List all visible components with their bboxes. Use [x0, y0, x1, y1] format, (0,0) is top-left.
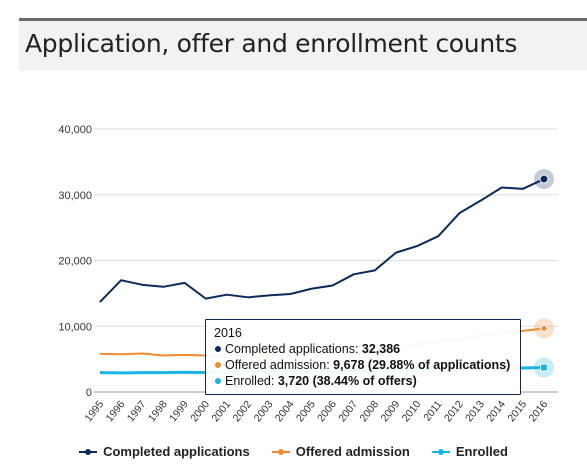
x-tick-label: 2002	[231, 398, 255, 424]
data-point-completed-applications[interactable]	[374, 269, 376, 271]
data-point-offered-admission[interactable]	[522, 330, 524, 332]
legend-enrolled-swatch	[431, 448, 450, 455]
data-point-completed-applications[interactable]	[480, 200, 482, 202]
x-tick-label: 1999	[167, 398, 191, 424]
x-tick-label: 2016	[527, 398, 551, 424]
tooltip-enrolled-value: 3,720 (38.44% of offers)	[277, 374, 417, 388]
x-tick-label: 2013	[463, 398, 487, 424]
data-point-offered-admission[interactable]	[184, 354, 186, 356]
data-point-completed-applications[interactable]	[99, 301, 101, 303]
tooltip-applications-dot	[215, 346, 221, 353]
x-tick-label: 2014	[484, 398, 508, 424]
legend-applications-label: Completed applications	[103, 444, 250, 459]
legend-item-enrolled[interactable]: Enrolled	[431, 444, 508, 459]
data-point-completed-applications[interactable]	[289, 293, 291, 295]
data-point-completed-applications[interactable]	[226, 294, 228, 296]
tooltip-enrolled-dot	[215, 378, 221, 385]
legend-offered-label: Offered admission	[295, 444, 410, 459]
y-tick-label: 0	[86, 387, 92, 399]
tooltip-offered-label: Offered admission:	[225, 358, 334, 372]
series-completed-applications[interactable]	[99, 169, 555, 303]
data-point-completed-applications[interactable]	[522, 188, 524, 190]
x-tick-label: 2000	[188, 398, 212, 424]
chart-tooltip: 2016 Completed applications: 32,386 Offe…	[205, 319, 521, 395]
tooltip-row-enrolled: Enrolled: 3,720 (38.44% of offers)	[214, 373, 512, 389]
data-point-completed-applications[interactable]	[141, 284, 143, 286]
x-tick-label: 2015	[505, 398, 529, 424]
data-point-completed-applications[interactable]	[332, 284, 334, 286]
legend-enrolled-label: Enrolled	[455, 444, 508, 459]
data-point-completed-applications[interactable]	[437, 235, 439, 237]
x-tick-label: 2008	[357, 398, 381, 424]
data-point-enrolled[interactable]	[120, 372, 122, 374]
tooltip-enrolled-label: Enrolled:	[225, 374, 278, 388]
data-point-completed-applications[interactable]	[539, 174, 549, 184]
x-tick-label: 2010	[400, 398, 424, 424]
title-bar: Application, offer and enrollment counts	[19, 18, 587, 71]
data-point-enrolled[interactable]	[141, 372, 143, 374]
y-tick-label: 40,000	[58, 124, 92, 136]
y-axis-ticks: 0 10,000 20,000 30,000 40,000	[58, 124, 92, 399]
data-point-completed-applications[interactable]	[205, 298, 207, 300]
x-tick-label: 2009	[379, 398, 403, 424]
data-point-enrolled[interactable]	[184, 371, 186, 373]
x-tick-label: 1996	[104, 398, 128, 424]
tooltip-row-offered: Offered admission: 9,678 (29.88% of appl…	[214, 357, 512, 373]
data-point-completed-applications[interactable]	[247, 296, 249, 298]
data-point-offered-admission[interactable]	[120, 353, 122, 355]
legend-offered-swatch	[271, 448, 290, 455]
x-tick-label: 2012	[442, 398, 466, 424]
data-point-completed-applications[interactable]	[501, 187, 503, 189]
tooltip-row-applications: Completed applications: 32,386	[214, 341, 512, 357]
data-point-completed-applications[interactable]	[162, 286, 164, 288]
x-tick-label: 2003	[252, 398, 276, 424]
data-point-completed-applications[interactable]	[416, 245, 418, 247]
y-tick-label: 30,000	[58, 190, 92, 202]
data-point-completed-applications[interactable]	[184, 282, 186, 284]
data-point-enrolled[interactable]	[540, 363, 548, 372]
legend-applications-swatch	[79, 448, 98, 455]
y-tick-label: 10,000	[58, 321, 92, 333]
x-tick-label: 1995	[83, 398, 107, 424]
x-tick-label: 2006	[315, 398, 339, 424]
data-point-offered-admission[interactable]	[141, 353, 143, 355]
data-point-enrolled[interactable]	[162, 372, 164, 374]
tooltip-offered-dot	[215, 362, 221, 369]
data-point-completed-applications[interactable]	[120, 279, 122, 281]
data-point-completed-applications[interactable]	[395, 252, 397, 254]
tooltip-offered-value: 9,678 (29.88% of applications)	[333, 358, 511, 372]
tooltip-applications-label: Completed applications:	[225, 342, 362, 356]
data-point-completed-applications[interactable]	[353, 273, 355, 275]
chart-legend: Completed applications Offered admission…	[0, 444, 587, 459]
data-point-enrolled[interactable]	[99, 372, 101, 374]
x-tick-label: 1998	[146, 398, 170, 424]
tooltip-applications-value: 32,386	[361, 342, 401, 356]
data-point-completed-applications[interactable]	[268, 294, 270, 296]
x-tick-label: 1997	[125, 398, 149, 424]
x-axis-ticks: 1995199619971998199920002001200220032004…	[83, 398, 551, 424]
data-point-completed-applications[interactable]	[458, 212, 460, 214]
data-point-offered-admission[interactable]	[99, 353, 101, 355]
y-tick-label: 20,000	[58, 256, 92, 268]
x-tick-label: 2004	[273, 398, 297, 424]
page-title: Application, offer and enrollment counts	[25, 29, 518, 58]
legend-item-offered[interactable]: Offered admission	[271, 444, 410, 459]
x-tick-label: 2001	[209, 398, 233, 424]
data-point-offered-admission[interactable]	[539, 323, 549, 334]
data-point-offered-admission[interactable]	[162, 355, 164, 357]
data-point-enrolled[interactable]	[522, 367, 524, 369]
x-tick-label: 2005	[294, 398, 318, 424]
series-line-completed-applications	[99, 178, 545, 303]
data-point-completed-applications[interactable]	[310, 288, 312, 290]
tooltip-year: 2016	[214, 326, 242, 340]
legend-item-applications[interactable]: Completed applications	[79, 444, 250, 459]
x-tick-label: 2011	[421, 398, 444, 423]
x-tick-label: 2007	[336, 398, 360, 424]
